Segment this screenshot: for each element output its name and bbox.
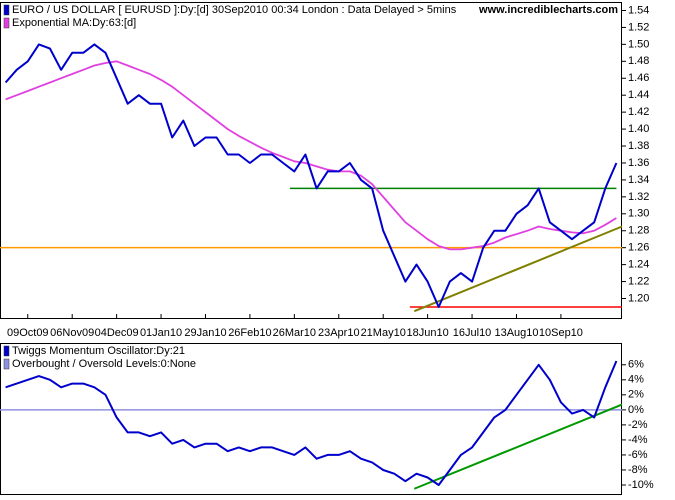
y-tick-label: 1.46 <box>628 72 649 84</box>
y-tick-label: 1.38 <box>628 140 649 152</box>
x-tick-label: 18Jun10 <box>407 327 449 339</box>
legend-swatch <box>3 4 10 16</box>
y-tick-label: 1.50 <box>628 38 649 50</box>
x-tick-label: 01Jan10 <box>140 327 182 339</box>
x-tick-label: 29Jan10 <box>184 327 226 339</box>
series-line <box>5 360 618 486</box>
x-tick-label: 23Apr10 <box>318 327 360 339</box>
y-tick-label: -10% <box>628 479 654 491</box>
y-tick-label: 1.28 <box>628 225 649 237</box>
series-line <box>4 43 618 308</box>
y-tick-label: 1.40 <box>628 123 649 135</box>
y-tick-label: -6% <box>628 449 648 461</box>
y-tick-label: 1.24 <box>628 259 649 271</box>
x-tick-label: 06Nov09 <box>50 327 94 339</box>
legend-text: Exponential MA:Dy:63:[d] <box>12 17 136 29</box>
trend-line <box>413 225 623 313</box>
plot-frame <box>0 2 622 319</box>
source-label: www.incrediblecharts.com <box>478 4 618 16</box>
y-tick-label: -2% <box>628 419 648 431</box>
y-tick-label: 4% <box>628 374 644 386</box>
x-tick-label: 26Feb10 <box>228 327 271 339</box>
x-tick-label: 13Aug10 <box>494 327 538 339</box>
y-tick-label: 6% <box>628 359 644 371</box>
y-tick-label: 1.32 <box>628 191 649 203</box>
y-tick-label: 0% <box>628 404 644 416</box>
legend-text: Twiggs Momentum Oscillator:Dy:21 <box>12 345 185 357</box>
y-tick-label: 1.36 <box>628 157 649 169</box>
y-tick-label: 1.44 <box>628 89 649 101</box>
x-tick-label: 16Jul10 <box>453 327 492 339</box>
y-tick-label: 1.30 <box>628 208 649 220</box>
y-tick-label: 1.22 <box>628 275 649 287</box>
y-tick-label: 1.52 <box>628 21 649 33</box>
y-tick-label: -4% <box>628 434 648 446</box>
y-tick-label: 2% <box>628 389 644 401</box>
legend-text: EURO / US DOLLAR [ EURUSD ]:Dy:[d] 30Sep… <box>12 4 457 16</box>
legend-swatch <box>3 358 10 370</box>
x-tick-label: 09Oct09 <box>7 327 49 339</box>
y-tick-label: 1.34 <box>628 174 649 186</box>
x-tick-label: 10Sep10 <box>539 327 583 339</box>
y-tick-label: 1.42 <box>628 106 649 118</box>
legend-text: Overbought / Oversold Levels:0:None <box>12 358 196 370</box>
y-tick-label: -8% <box>628 464 648 476</box>
y-tick-label: 1.20 <box>628 292 649 304</box>
plot-frame <box>0 343 622 495</box>
y-tick-label: 1.48 <box>628 55 649 67</box>
y-tick-label: 1.54 <box>628 4 649 16</box>
legend-swatch <box>3 17 10 29</box>
trend-line <box>413 403 623 490</box>
y-tick-label: 1.26 <box>628 242 649 254</box>
legend-swatch <box>3 345 10 357</box>
x-tick-label: 04Dec09 <box>95 327 139 339</box>
x-tick-label: 26Mar10 <box>273 327 316 339</box>
series-line <box>5 60 617 251</box>
x-tick-label: 21May10 <box>361 327 406 339</box>
